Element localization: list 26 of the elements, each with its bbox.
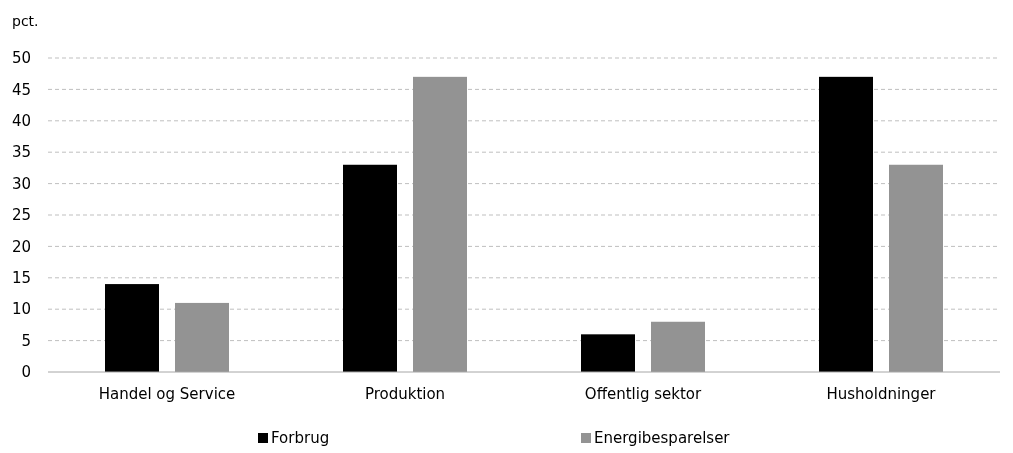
y-tick-label: 45 <box>11 80 31 99</box>
bar <box>105 284 159 372</box>
y-tick-label: 10 <box>11 300 31 319</box>
bar <box>175 302 229 372</box>
bar <box>581 334 635 372</box>
y-tick-label: 20 <box>11 237 31 256</box>
x-tick-label: Husholdninger <box>826 385 937 403</box>
y-tick-label: 0 <box>21 363 31 382</box>
y-tick-label: 25 <box>11 206 31 225</box>
x-tick-label: Handel og Service <box>98 385 236 403</box>
bar <box>889 164 943 372</box>
y-tick-label: 35 <box>11 143 31 162</box>
y-tick-label: 5 <box>21 331 31 350</box>
x-tick-label: Produktion <box>364 385 446 403</box>
bar <box>651 321 705 372</box>
y-tick-label: 40 <box>11 112 31 131</box>
legend-label: Forbrug <box>271 429 330 447</box>
bar <box>819 76 873 372</box>
y-tick-label: 30 <box>11 174 31 193</box>
bar <box>413 76 467 372</box>
x-tick-label: Offentlig sektor <box>584 385 702 403</box>
bar <box>343 164 397 372</box>
y-tick-label: 15 <box>11 269 31 288</box>
y-tick-label: 50 <box>11 49 31 68</box>
legend-label: Energibesparelser <box>594 429 731 447</box>
y-axis-title: pct. <box>12 13 39 29</box>
